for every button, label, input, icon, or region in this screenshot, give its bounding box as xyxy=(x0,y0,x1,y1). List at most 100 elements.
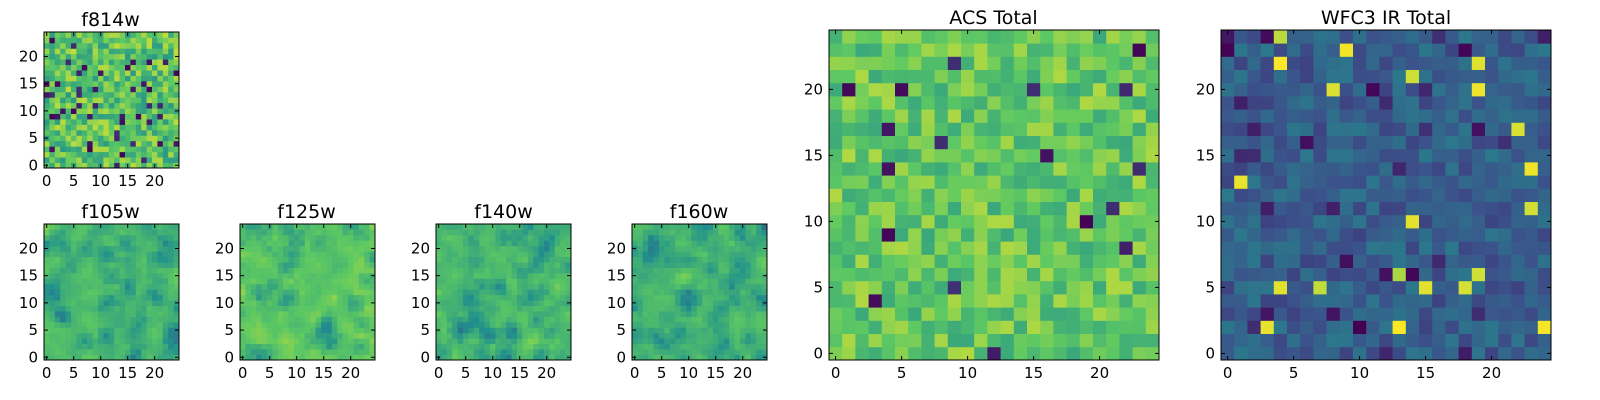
heatmap-cell xyxy=(506,300,512,306)
heatmap-cell xyxy=(947,307,962,321)
heatmap-cell xyxy=(288,343,295,350)
heatmap-cell xyxy=(125,338,131,345)
heatmap-cell xyxy=(103,349,110,355)
heatmap-cell xyxy=(490,294,496,301)
heatmap-cell xyxy=(348,338,354,345)
heatmap-cell xyxy=(272,316,279,323)
heatmap-cell xyxy=(549,311,556,317)
heatmap-cell xyxy=(740,294,746,301)
heatmap-cell xyxy=(1313,241,1327,255)
heatmap-cell xyxy=(457,251,464,258)
heatmap-cell xyxy=(44,124,50,131)
heatmap-cell xyxy=(855,346,869,361)
heatmap-cell xyxy=(1247,109,1261,123)
heatmap-cell xyxy=(1027,162,1041,176)
heatmap-cell xyxy=(146,59,153,66)
heatmap-cell xyxy=(479,354,485,361)
heatmap-cell xyxy=(256,294,262,301)
heatmap-cell xyxy=(511,234,518,241)
heatmap-cell xyxy=(353,240,360,247)
heatmap-cell xyxy=(974,267,988,282)
heatmap-cell xyxy=(696,278,703,285)
heatmap-cell xyxy=(114,289,120,296)
heatmap-cell xyxy=(506,349,512,355)
heatmap-cell xyxy=(299,332,306,339)
heatmap-cell xyxy=(1498,307,1512,321)
heatmap-cell xyxy=(961,307,975,321)
heatmap-cell xyxy=(130,343,137,350)
heatmap-cell xyxy=(729,305,735,312)
heatmap-cell xyxy=(868,175,883,189)
heatmap-cell xyxy=(71,64,77,71)
heatmap-cell xyxy=(331,283,338,290)
heatmap-cell xyxy=(761,289,768,296)
heatmap-cell xyxy=(1119,307,1133,321)
heatmap-cell xyxy=(565,316,572,323)
heatmap-cell xyxy=(173,146,180,153)
heatmap-cell xyxy=(1537,228,1552,242)
heatmap-cell xyxy=(326,283,333,290)
heatmap-cell xyxy=(554,251,561,258)
heatmap-cell xyxy=(76,289,83,296)
heatmap-cell xyxy=(761,283,768,290)
heatmap-cell xyxy=(490,316,496,323)
heatmap-cell xyxy=(261,283,268,290)
heatmap-cell xyxy=(1524,201,1539,216)
heatmap-cell xyxy=(560,224,566,230)
heatmap-cell xyxy=(114,108,120,114)
heatmap-cell xyxy=(76,278,83,285)
heatmap-cell xyxy=(146,240,153,247)
heatmap-cell xyxy=(173,283,180,290)
heatmap-cell xyxy=(642,327,649,334)
heatmap-cell xyxy=(1379,43,1393,57)
heatmap-cell xyxy=(157,229,164,236)
heatmap-cell xyxy=(49,102,56,109)
heatmap-cell xyxy=(1498,333,1512,348)
heatmap-cell xyxy=(947,30,962,44)
heatmap-cell xyxy=(87,97,93,104)
heatmap-cell xyxy=(484,300,491,306)
heatmap-cell xyxy=(54,64,61,71)
heatmap-cell xyxy=(92,224,99,230)
heatmap-cell xyxy=(54,135,61,142)
heatmap-cell xyxy=(680,349,687,355)
heatmap-cell xyxy=(686,272,692,279)
heatmap-cell xyxy=(1511,188,1525,202)
heatmap-cell xyxy=(310,354,316,361)
heatmap-cell xyxy=(1537,241,1552,255)
heatmap-cell xyxy=(304,311,311,317)
heatmap-cell xyxy=(54,97,61,104)
heatmap-cell xyxy=(326,229,333,236)
heatmap-cell xyxy=(446,316,453,323)
heatmap-cell xyxy=(81,37,88,44)
heatmap-cell xyxy=(554,316,561,323)
heatmap-cell xyxy=(1053,294,1067,308)
heatmap-cell xyxy=(348,316,354,323)
heatmap-cell xyxy=(881,82,896,97)
heatmap-cell xyxy=(114,32,120,38)
heatmap-cell xyxy=(130,162,137,169)
heatmap-cell xyxy=(1326,346,1341,361)
heatmap-cell xyxy=(554,283,561,290)
heatmap-cell xyxy=(135,256,142,263)
heatmap-cell xyxy=(1485,56,1499,70)
heatmap-cell xyxy=(1013,69,1028,84)
heatmap-cell xyxy=(173,256,180,263)
heatmap-cell xyxy=(495,245,502,252)
heatmap-cell xyxy=(98,135,104,142)
heatmap-cell xyxy=(544,338,550,345)
heatmap-cell xyxy=(146,294,153,301)
heatmap-cell xyxy=(648,311,654,317)
heatmap-cell xyxy=(648,283,654,290)
heatmap-cell xyxy=(1093,82,1107,97)
heatmap-cell xyxy=(1247,43,1261,57)
y-tick-label: 20 xyxy=(19,47,38,65)
heatmap-cell xyxy=(446,311,453,317)
heatmap-cell xyxy=(76,305,83,312)
heatmap-cell xyxy=(691,349,698,355)
heatmap-cell xyxy=(168,245,174,252)
x-tick-label: 5 xyxy=(265,364,275,382)
heatmap-cell xyxy=(664,332,671,339)
heatmap-cell xyxy=(1524,135,1539,150)
heatmap-cell xyxy=(315,267,322,274)
